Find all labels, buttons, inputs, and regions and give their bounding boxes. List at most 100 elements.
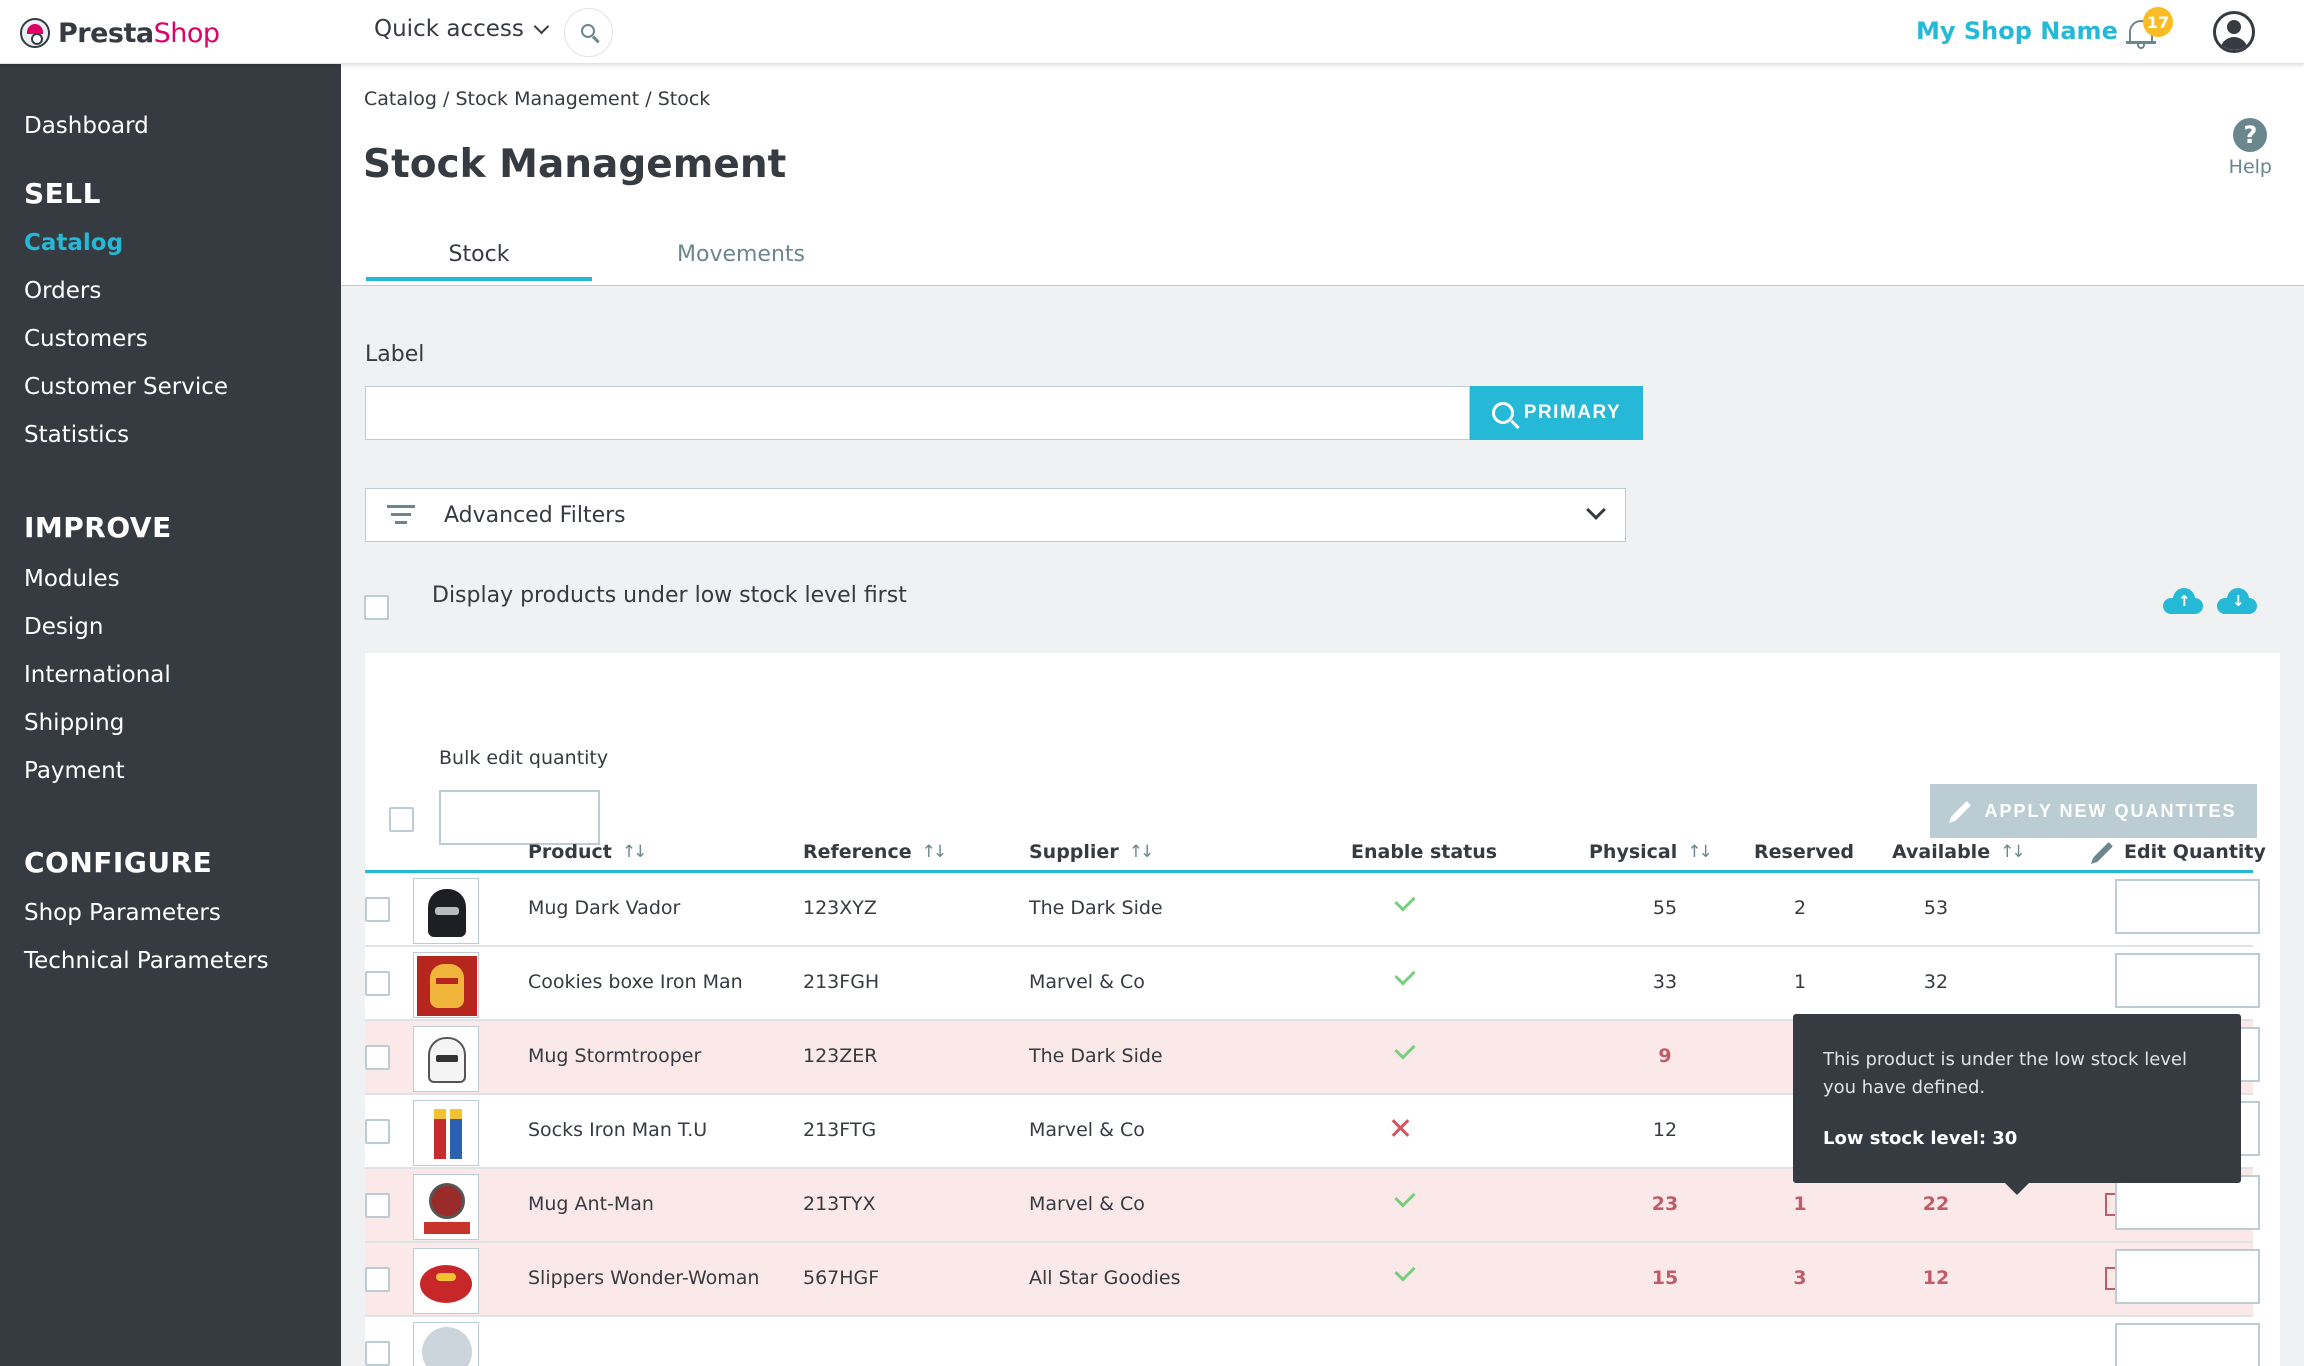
product-supplier: Marvel & Co <box>1029 1119 1145 1141</box>
product-name: Mug Stormtrooper <box>528 1045 702 1067</box>
product-reference: 123ZER <box>803 1045 878 1067</box>
header-search-button[interactable] <box>564 8 613 57</box>
enabled-check-icon <box>1394 964 1416 986</box>
sidebar-item-statistics[interactable]: Statistics <box>24 422 130 448</box>
sidebar-item-technical-parameters[interactable]: Technical Parameters <box>24 948 269 974</box>
column-header-product[interactable]: Product ↑↓ <box>528 841 647 863</box>
product-name: Mug Dark Vador <box>528 897 681 919</box>
sidebar-item-catalog[interactable]: Catalog <box>24 230 124 256</box>
prestashop-logo[interactable]: PrestaShop <box>20 16 220 50</box>
product-name: Mug Ant-Man <box>528 1193 654 1215</box>
edit-quantity-input[interactable] <box>2115 879 2260 934</box>
column-header-enable-status: Enable status <box>1351 841 1498 863</box>
edit-quantity-input[interactable] <box>2115 1323 2260 1366</box>
bulk-edit-label: Bulk edit quantity <box>439 747 609 769</box>
column-header-available[interactable]: Available ↑↓ <box>1892 841 2026 863</box>
select-all-checkbox[interactable] <box>389 807 414 832</box>
apply-new-quantities-button[interactable]: APPLY NEW QUANTITES <box>1930 784 2257 838</box>
sidebar-item-shop-parameters[interactable]: Shop Parameters <box>24 900 221 926</box>
sort-icon[interactable]: ↑↓ <box>1687 842 1712 862</box>
reserved-quantity: 1 <box>1793 971 1807 993</box>
sidebar-item-payment[interactable]: Payment <box>24 758 125 784</box>
edit-quantity-input[interactable] <box>2115 1249 2260 1304</box>
sort-icon[interactable]: ↑↓ <box>1128 842 1154 862</box>
sort-icon[interactable]: ↑↓ <box>921 842 947 862</box>
tooltip-text: This product is under the low stock leve… <box>1823 1049 2188 1098</box>
available-quantity: 22 <box>1922 1193 1950 1215</box>
product-thumbnail <box>413 1100 479 1166</box>
search-icon <box>1491 402 1514 424</box>
product-reference: 123XYZ <box>803 897 877 919</box>
row-checkbox[interactable] <box>365 1267 390 1292</box>
help-button[interactable]: ? Help <box>2229 118 2272 178</box>
search-input[interactable] <box>365 386 1470 440</box>
low-stock-first-label: Display products under low stock level f… <box>432 583 907 608</box>
product-thumbnail <box>413 878 479 944</box>
cloud-download-icon[interactable]: ↓ <box>2217 588 2257 614</box>
disabled-cross-icon <box>1390 1117 1412 1139</box>
sort-icon[interactable]: ↑↓ <box>621 842 647 862</box>
product-name: Slippers Wonder-Woman <box>528 1267 760 1289</box>
row-checkbox[interactable] <box>365 897 390 922</box>
sort-icon[interactable]: ↑↓ <box>2000 842 2025 862</box>
row-checkbox[interactable] <box>365 971 390 996</box>
physical-quantity: 9 <box>1658 1045 1672 1067</box>
column-header-supplier[interactable]: Supplier ↑↓ <box>1029 841 1154 863</box>
column-header-physical[interactable]: Physical ↑↓ <box>1589 841 1713 863</box>
edit-quantity-input[interactable] <box>2115 1175 2260 1230</box>
physical-quantity: 23 <box>1651 1193 1679 1215</box>
sidebar-item-shipping[interactable]: Shipping <box>24 710 125 736</box>
pencil-icon <box>2093 842 2113 862</box>
enabled-check-icon <box>1394 1038 1416 1060</box>
cloud-upload-icon[interactable]: ↑ <box>2163 588 2203 614</box>
bulk-quantity-input[interactable] <box>439 790 600 845</box>
product-thumbnail <box>413 1174 479 1240</box>
available-quantity: 32 <box>1923 971 1949 993</box>
edit-quantity-input[interactable] <box>2115 953 2260 1008</box>
sidebar-item-customer-service[interactable]: Customer Service <box>24 374 229 400</box>
enabled-check-icon <box>1394 890 1416 912</box>
product-supplier: The Dark Side <box>1029 897 1163 919</box>
low-stock-first-checkbox[interactable] <box>364 595 389 620</box>
row-checkbox[interactable] <box>365 1045 390 1070</box>
row-checkbox[interactable] <box>365 1119 390 1144</box>
column-header-reference[interactable]: Reference ↑↓ <box>803 841 947 863</box>
reserved-quantity: 2 <box>1793 897 1807 919</box>
shop-name-link[interactable]: My Shop Name <box>1916 17 2118 45</box>
page-title: Stock Management <box>363 142 787 187</box>
filter-icon <box>387 505 415 525</box>
column-header-reserved: Reserved <box>1754 841 1854 863</box>
sidebar-item-international[interactable]: International <box>24 662 171 688</box>
sidebar-item-dashboard[interactable]: Dashboard <box>24 113 149 139</box>
pencil-icon <box>1951 801 1972 821</box>
product-name: Socks Iron Man T.U <box>528 1119 708 1141</box>
advanced-filters-toggle[interactable]: Advanced Filters <box>365 488 1626 542</box>
sidebar-section-improve: IMPROVE <box>24 511 172 544</box>
table-row: Mug Dark Vador 123XYZ The Dark Side 55 2… <box>365 873 2260 947</box>
sidebar-item-modules[interactable]: Modules <box>24 566 120 592</box>
sidebar-item-design[interactable]: Design <box>24 614 104 640</box>
table-header-divider <box>365 870 2253 873</box>
sidebar-item-customers[interactable]: Customers <box>24 326 148 352</box>
breadcrumb[interactable]: Catalog / Stock Management / Stock <box>364 88 711 110</box>
sidebar-section-sell: SELL <box>24 177 101 210</box>
user-account-icon[interactable] <box>2213 11 2255 53</box>
quick-access-dropdown[interactable]: Quick access <box>374 16 550 42</box>
tab-stock[interactable]: Stock <box>366 242 592 281</box>
page-header: Catalog / Stock Management / Stock Stock… <box>341 64 2304 286</box>
search-icon <box>581 24 595 38</box>
apply-button-label: APPLY NEW QUANTITES <box>1984 800 2237 821</box>
puffin-logo-icon <box>20 18 50 48</box>
advanced-filters-label: Advanced Filters <box>444 503 626 528</box>
sidebar-section-configure: CONFIGURE <box>24 846 213 879</box>
search-primary-button[interactable]: PRIMARY <box>1470 386 1643 440</box>
column-header-edit-quantity: Edit Quantity <box>2092 841 2266 863</box>
tab-movements[interactable]: Movements <box>677 242 805 267</box>
tooltip-low-stock-level: Low stock level: 30 <box>1823 1128 2018 1149</box>
product-supplier: The Dark Side <box>1029 1045 1163 1067</box>
row-checkbox[interactable] <box>365 1193 390 1218</box>
sidebar-item-orders[interactable]: Orders <box>24 278 102 304</box>
row-checkbox[interactable] <box>365 1341 390 1366</box>
table-row: Cookies boxe Iron Man 213FGH Marvel & Co… <box>365 947 2260 1021</box>
product-thumbnail <box>413 1322 479 1366</box>
